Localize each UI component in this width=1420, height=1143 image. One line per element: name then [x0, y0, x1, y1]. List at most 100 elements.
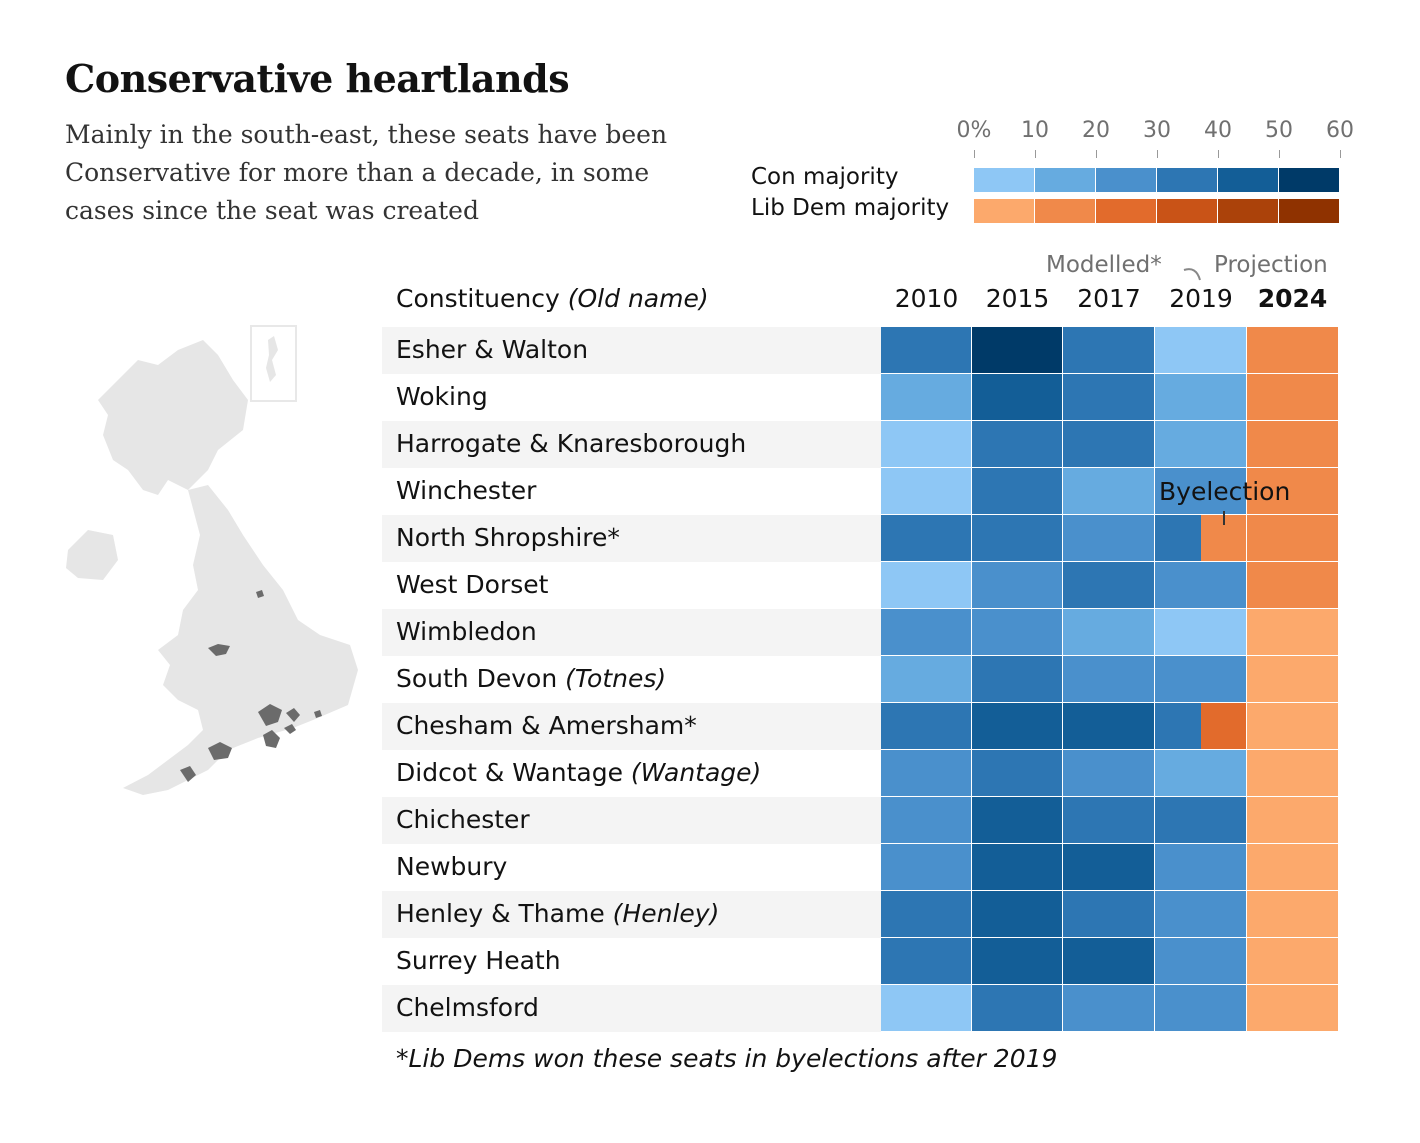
heatmap-cell: [1155, 468, 1246, 514]
heatmap-cell: [881, 562, 971, 608]
heatmap-cell: [972, 609, 1062, 655]
heatmap-cell: [1247, 656, 1338, 702]
heatmap-cell: [1063, 327, 1154, 373]
heatmap-cell: [881, 515, 971, 561]
heatmap-cell: [1063, 891, 1154, 937]
heatmap-cell: [1247, 985, 1338, 1031]
constituency-label: North Shropshire*: [396, 523, 620, 552]
ld-majority-swatch: [974, 199, 1034, 223]
heatmap-cell: [881, 797, 971, 843]
legend-tick-mark: [1340, 150, 1341, 158]
table-row: [382, 938, 881, 985]
heatmap-cell: [1247, 750, 1338, 796]
heatmap-cell: [1063, 562, 1154, 608]
heatmap-cell: [881, 468, 971, 514]
con-majority-swatch: [1279, 168, 1339, 192]
chart-subtitle: Mainly in the south-east, these seats ha…: [65, 120, 668, 225]
con-majority-swatch: [1035, 168, 1095, 192]
heatmap-cell: [1063, 703, 1154, 749]
heatmap-cell: [972, 938, 1062, 984]
table-row: [382, 374, 881, 421]
heatmap-cell: [1247, 703, 1338, 749]
heatmap-cell: [1063, 515, 1154, 561]
legend-tick-mark: [1157, 150, 1158, 158]
modelled-note: Modelled*: [1046, 252, 1162, 278]
heatmap-cell: [881, 703, 971, 749]
table-row: [382, 797, 881, 844]
heatmap-cell: [881, 938, 971, 984]
ld-majority-label: Lib Dem majority: [751, 195, 950, 221]
legend-tick: 40: [1204, 118, 1232, 143]
constituency-label: South Devon (Totnes): [396, 664, 667, 693]
constituency-label: Chichester: [396, 805, 530, 834]
constituency-label: West Dorset: [396, 570, 549, 599]
constituency-label: Surrey Heath: [396, 946, 561, 975]
constituency-header: Constituency (Old name): [396, 284, 709, 313]
table-row: [382, 562, 881, 609]
con-majority-swatch: [1157, 168, 1217, 192]
constituency-label: Harrogate & Knaresborough: [396, 429, 747, 458]
ld-majority-swatch: [1035, 199, 1095, 223]
heatmap-cell: [1155, 327, 1246, 373]
legend-tick-mark: [1035, 150, 1036, 158]
legend-tick-mark: [1096, 150, 1097, 158]
constituency-label: Winchester: [396, 476, 537, 505]
year-header: 2015: [985, 284, 1050, 313]
heatmap-cell: [881, 891, 971, 937]
table-row: [382, 703, 881, 750]
heatmap-cell: [1155, 938, 1246, 984]
constituency-label: Chelmsford: [396, 993, 539, 1022]
heatmap-cell: [1155, 656, 1246, 702]
legend-tick-mark: [1279, 150, 1280, 158]
heatmap-cell: [1063, 797, 1154, 843]
heatmap-cell: [1155, 562, 1246, 608]
heatmap-cell: [972, 374, 1062, 420]
constituency-label: Henley & Thame (Henley): [396, 899, 720, 928]
heatmap-cell: [1155, 750, 1246, 796]
heatmap-cell: [972, 562, 1062, 608]
heatmap-cell: [1247, 468, 1338, 514]
heatmap-cell: [1247, 327, 1338, 373]
ld-majority-swatch: [1096, 199, 1156, 223]
chart-title: Conservative heartlands: [65, 56, 570, 101]
legend-tick: 0%: [956, 118, 992, 143]
table-row: [382, 421, 881, 468]
constituency-label: Wimbledon: [396, 617, 537, 646]
year-header: 2019: [1169, 284, 1233, 313]
heatmap-cell: [1247, 562, 1338, 608]
legend-tick-mark: [974, 150, 975, 158]
heatmap-cell: [1247, 515, 1338, 561]
year-header: 2010: [894, 284, 959, 313]
table-row: [382, 515, 881, 562]
con-majority-swatch: [974, 168, 1034, 192]
heatmap-cell: [881, 421, 971, 467]
constituency-label: Chesham & Amersham*: [396, 711, 697, 740]
heatmap-cell: [972, 797, 1062, 843]
heatmap-cell: [972, 844, 1062, 890]
heatmap-cell: [1247, 844, 1338, 890]
heatmap-cell: [1063, 844, 1154, 890]
majority-legend: 0% 10 20 30 40 50 60 Con majority Lib Dem majori…: [740, 118, 1380, 238]
heatmap-cell: [972, 703, 1062, 749]
heatmap-cell: [1063, 750, 1154, 796]
constituency-label: Woking: [396, 382, 488, 411]
legend-tick-mark: [1218, 150, 1219, 158]
heatmap-cell: [881, 656, 971, 702]
heatmap-cell: [881, 374, 971, 420]
legend-tick: 60: [1326, 118, 1354, 143]
heatmap-cell: [972, 891, 1062, 937]
heatmap-cell: [1247, 938, 1338, 984]
constituency-label: Didcot & Wantage (Wantage): [396, 758, 762, 787]
heatmap-cell: [972, 985, 1062, 1031]
year-header: 2024: [1257, 284, 1328, 313]
year-header: 2017: [1077, 284, 1141, 313]
con-majority-swatch: [1096, 168, 1156, 192]
heatmap-cell: [1155, 609, 1246, 655]
heatmap-cell: [881, 750, 971, 796]
ld-majority-swatch: [1279, 199, 1339, 223]
heatmap-cell: [1155, 985, 1246, 1031]
heatmap-cell: [1155, 891, 1246, 937]
heatmap-cell: [972, 656, 1062, 702]
table-row: [382, 468, 881, 515]
heatmap-cell: [972, 515, 1062, 561]
